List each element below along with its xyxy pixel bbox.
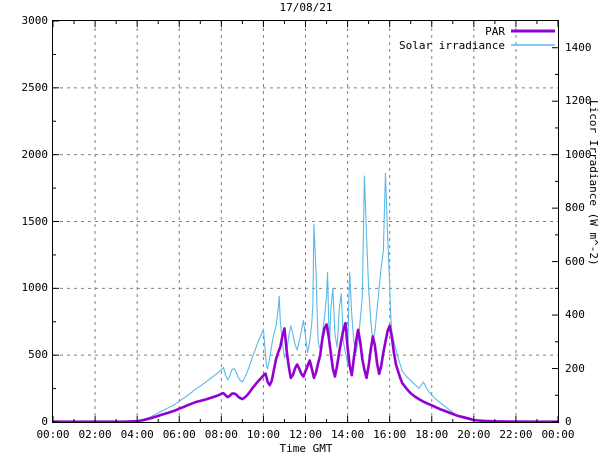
ytick-label-right: 1200 (565, 94, 592, 108)
ytick-label-right: 600 (565, 254, 585, 268)
legend-swatch-par (511, 29, 555, 33)
xtick-label: 04:00 (120, 428, 154, 441)
chart-title: 17/08/21 (279, 1, 333, 14)
legend-label-solar: Solar irradiance (399, 38, 505, 52)
series-line-par (53, 321, 558, 422)
legend-label-par: PAR (485, 24, 505, 38)
legend: PAR Solar irradiance (330, 24, 555, 52)
ytick-label-right: 800 (565, 201, 585, 215)
ytick-label-right: 1400 (565, 40, 592, 54)
ytick-label-left: 500 (28, 348, 48, 362)
ytick-label-right: 400 (565, 308, 585, 322)
ytick-label-right: 1000 (565, 147, 592, 161)
series-line-solar (53, 172, 538, 422)
ytick-label-left: 3000 (21, 14, 49, 27)
ytick-label-left: 1000 (21, 281, 49, 295)
xtick-label: 00:00 (541, 428, 575, 441)
xtick-label: 02:00 (78, 428, 112, 441)
ytick-label-left: 1500 (21, 214, 49, 228)
legend-swatch-solar (511, 44, 555, 46)
y-axis-right-label: Licor Irradiance (W m^-2) (587, 100, 600, 266)
legend-item-par[interactable]: PAR (330, 24, 555, 38)
xtick-label: 20:00 (457, 428, 491, 441)
xtick-label: 16:00 (373, 428, 407, 441)
legend-item-solar[interactable]: Solar irradiance (330, 38, 555, 52)
xtick-label: 06:00 (162, 428, 196, 441)
ytick-label-left: 0 (41, 415, 48, 428)
xtick-label: 22:00 (499, 428, 533, 441)
ytick-label-left: 2000 (21, 147, 49, 161)
x-axis-label: Time GMT (279, 442, 333, 455)
xtick-label: 00:00 (36, 428, 70, 441)
plot-svg (53, 21, 558, 422)
xtick-label: 08:00 (204, 428, 238, 441)
plot-area (52, 20, 559, 423)
ytick-label-right: 200 (565, 361, 585, 375)
xtick-label: 14:00 (331, 428, 365, 441)
ytick-label-right: 0 (565, 415, 572, 428)
xtick-label: 12:00 (288, 428, 323, 441)
ytick-label-left: 2500 (21, 80, 49, 94)
xtick-label: 18:00 (415, 428, 449, 441)
xtick-label: 10:00 (246, 428, 280, 441)
